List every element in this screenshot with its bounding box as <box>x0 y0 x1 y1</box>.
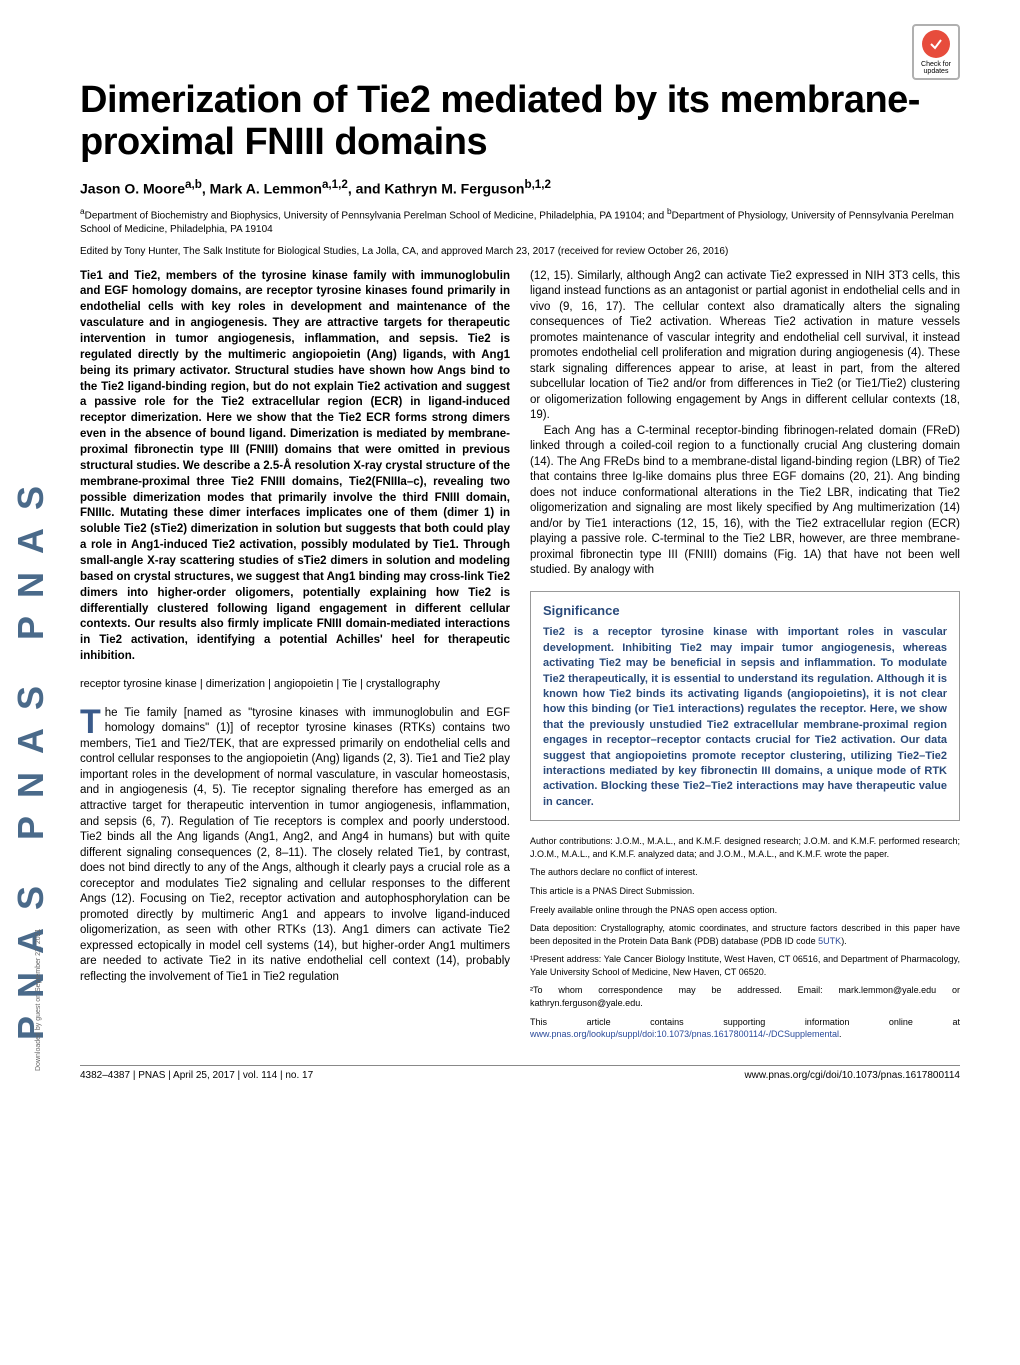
pnas-spine-logo: PNAS PNAS PNAS <box>10 140 50 1040</box>
left-column: Tie1 and Tie2, members of the tyrosine k… <box>80 269 510 1047</box>
affiliations: aDepartment of Biochemistry and Biophysi… <box>80 206 960 235</box>
crossmark-label: Check for updates <box>921 61 951 75</box>
article-metadata: Author contributions: J.O.M., M.A.L., an… <box>530 835 960 1041</box>
body-text-col2: (12, 15). Similarly, although Ang2 can a… <box>530 269 960 579</box>
keywords-line: receptor tyrosine kinase | dimerization … <box>80 677 510 692</box>
download-note: Downloaded by guest on September 27, 202… <box>35 871 42 1071</box>
significance-box: Significance Tie2 is a receptor tyrosine… <box>530 591 960 821</box>
dropcap-letter: T <box>80 706 105 737</box>
direct-submission: This article is a PNAS Direct Submission… <box>530 885 960 898</box>
crossmark-badge[interactable]: Check for updates <box>912 24 960 80</box>
body-text-col1: The Tie family [named as "tyrosine kinas… <box>80 706 510 985</box>
body-col2-para2: Each Ang has a C-terminal receptor-bindi… <box>530 424 960 579</box>
page-footer: 4382–4387 | PNAS | April 25, 2017 | vol.… <box>80 1065 960 1081</box>
author-list: Jason O. Moorea,b, Mark A. Lemmona,1,2, … <box>80 178 960 197</box>
significance-body: Tie2 is a receptor tyrosine kinase with … <box>543 625 947 810</box>
edited-by-line: Edited by Tony Hunter, The Salk Institut… <box>80 246 960 257</box>
author-contributions: Author contributions: J.O.M., M.A.L., an… <box>530 835 960 860</box>
present-address: ¹Present address: Yale Cancer Biology In… <box>530 953 960 978</box>
crossmark-icon <box>922 30 950 58</box>
significance-heading: Significance <box>543 602 947 620</box>
correspondence: ²To whom correspondence may be addressed… <box>530 984 960 1009</box>
abstract-text: Tie1 and Tie2, members of the tyrosine k… <box>80 269 510 665</box>
data-deposition: Data deposition: Crystallography, atomic… <box>530 922 960 947</box>
footer-right: www.pnas.org/cgi/doi/10.1073/pnas.161780… <box>744 1070 960 1081</box>
open-access: Freely available online through the PNAS… <box>530 904 960 917</box>
body-para-1: he Tie family [named as "tyrosine kinase… <box>80 707 510 983</box>
right-column: (12, 15). Similarly, although Ang2 can a… <box>530 269 960 1047</box>
body-col2-para1: (12, 15). Similarly, although Ang2 can a… <box>530 269 960 424</box>
article-title: Dimerization of Tie2 mediated by its mem… <box>80 80 960 164</box>
footer-left: 4382–4387 | PNAS | April 25, 2017 | vol.… <box>80 1070 313 1081</box>
conflict-statement: The authors declare no conflict of inter… <box>530 866 960 879</box>
supporting-info: This article contains supporting informa… <box>530 1016 960 1041</box>
